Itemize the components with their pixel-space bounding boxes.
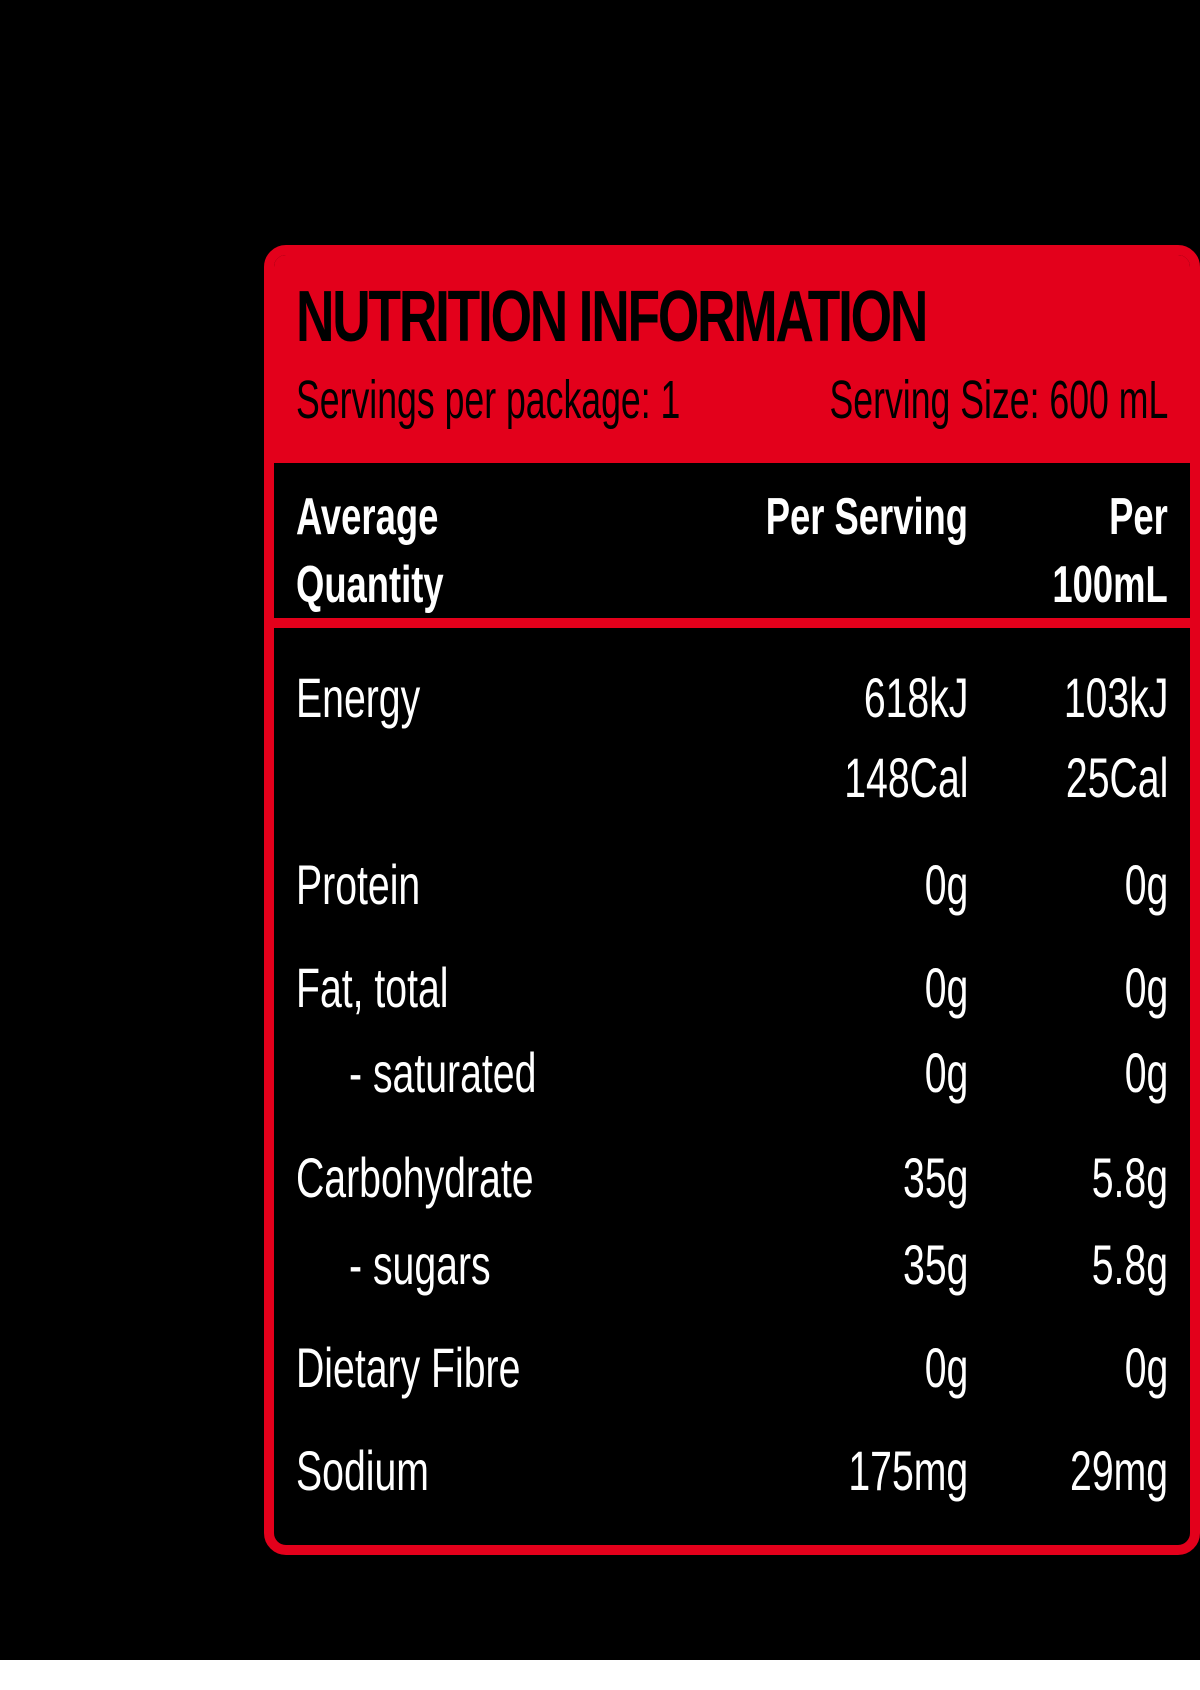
column-header-row: Average Quantity Per Serving Per 100mL [274,463,1190,628]
column-header-quantity: Average Quantity [296,483,444,619]
nutrient-per-serving: 0g [924,956,968,1019]
nutrient-row-fat-total: Fat, total 0g 0g [274,953,1190,1023]
nutrient-row-protein: Protein 0g 0g [274,850,1190,920]
nutrient-row-sodium: Sodium 175mg 29mg [274,1436,1190,1506]
nutrition-header: NUTRITION INFORMATION Servings per packa… [274,255,1190,463]
column-header-quantity-line1: Average [296,488,439,546]
nutrient-per-serving: 35g [902,1233,968,1296]
nutrient-per-serving: 175mg [848,1439,968,1502]
column-header-per-100ml-line2: 100mL [1052,556,1168,614]
nutrition-panel: NUTRITION INFORMATION Servings per packa… [264,245,1200,1555]
nutrient-row-carbohydrate: Carbohydrate 35g 5.8g [274,1143,1190,1213]
nutrient-row-dietary-fibre: Dietary Fibre 0g 0g [274,1333,1190,1403]
nutrient-name: - sugars [349,1233,491,1296]
nutrient-per-serving: 618kJ [863,666,968,729]
serving-size: Serving Size: 600 mL [829,370,1168,430]
nutrient-per-serving: 0g [924,1041,968,1104]
nutrient-name: - saturated [349,1041,537,1104]
nutrient-per-100ml: 0g [1124,956,1168,1019]
nutrient-name: Fat, total [296,956,449,1019]
nutrient-per-100ml: 0g [1124,853,1168,916]
nutrient-per-100ml: 29mg [1069,1439,1168,1502]
column-header-per-serving: Per Serving [765,488,968,546]
column-header-per-100ml: Per 100mL [1053,483,1168,619]
nutrient-name: Energy [296,666,421,729]
nutrient-row-energy-kj: Energy 618kJ 103kJ [274,663,1190,733]
column-header-per-100ml-line1: Per [1109,488,1168,546]
nutrient-per-100ml: 0g [1124,1041,1168,1104]
bottom-edge [0,1660,1200,1690]
nutrient-name: Dietary Fibre [296,1336,521,1399]
nutrient-per-100ml: 0g [1124,1336,1168,1399]
nutrient-per-serving: 35g [902,1146,968,1209]
nutrient-per-100ml: 5.8g [1091,1146,1168,1209]
nutrient-per-100ml: 103kJ [1063,666,1168,729]
nutrient-per-serving: 0g [924,853,968,916]
nutrient-per-serving: 0g [924,1336,968,1399]
panel-title: NUTRITION INFORMATION [296,277,928,357]
nutrient-name: Protein [296,853,421,916]
column-header-quantity-line2: Quantity [296,556,444,614]
nutrient-row-saturated: - saturated 0g 0g [274,1038,1190,1108]
nutrient-row-energy-cal: 148Cal 25Cal [274,743,1190,813]
nutrient-per-100ml: 25Cal [1065,746,1168,809]
nutrient-row-sugars: - sugars 35g 5.8g [274,1230,1190,1300]
nutrient-per-100ml: 5.8g [1091,1233,1168,1296]
nutrient-per-serving: 148Cal [843,746,968,809]
servings-per-package: Servings per package: 1 [296,370,681,430]
nutrient-name: Carbohydrate [296,1146,534,1209]
nutrient-name: Sodium [296,1439,429,1502]
